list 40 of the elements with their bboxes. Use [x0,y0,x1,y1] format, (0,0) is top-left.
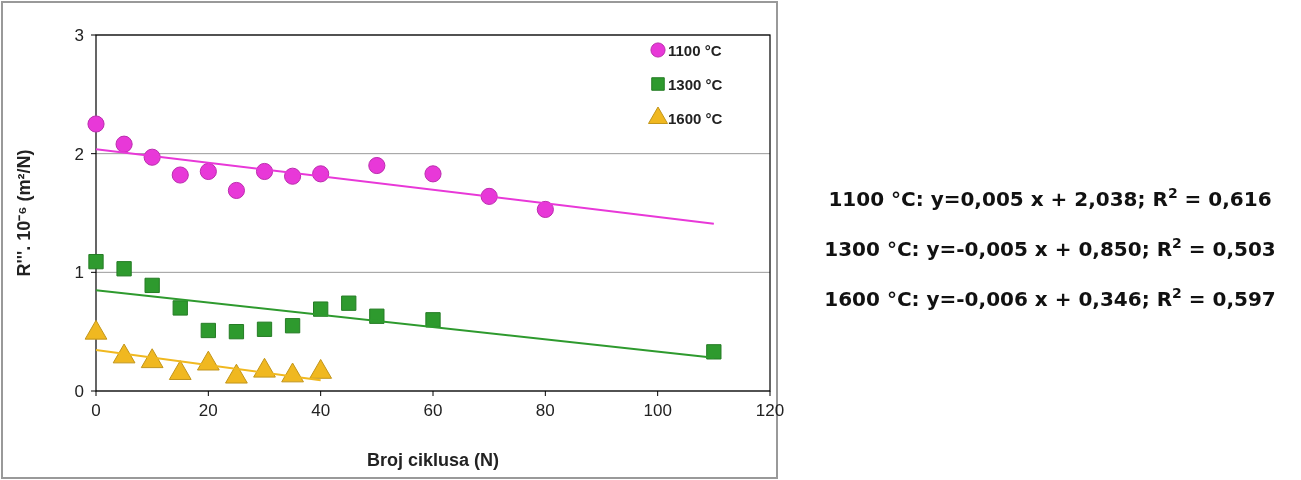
text: 1300 °C: y=-0,005 x + 0,850; R$^{2}$ = 0,503 [824,235,1276,261]
point [313,301,329,317]
x-tick-label: 20 [198,401,218,420]
y-tick-label: 2 [74,144,84,164]
point [116,261,132,277]
x-tick-label: 120 [755,401,785,420]
point [425,312,441,328]
x-tick-label: 80 [535,401,555,420]
text: 1100 °C: y=0,005 x + 2,038; R$^{2}$ = 0,616 [828,185,1272,211]
point [200,322,216,339]
legend-label: 1300 °C [668,76,723,93]
point [199,162,217,181]
point [144,277,160,294]
point [171,166,189,184]
point [706,344,722,360]
legend-label: 1600 °C [668,110,723,127]
x-tick-label: 40 [311,401,331,420]
y-axis-title: R'''. 10⁻⁶ (m²/N) [14,149,34,277]
point [256,321,273,337]
y-tick-label: 0 [74,382,84,401]
legend-label: 1100 °C [668,42,722,59]
point [341,295,357,311]
point [424,165,442,183]
point [227,181,245,200]
point [368,156,386,175]
y-tick-label: 3 [74,26,84,45]
point [228,324,245,340]
x-tick-label: 0 [91,401,101,420]
point [284,318,301,334]
point [369,308,385,324]
point [536,200,554,218]
point [88,254,104,270]
y-tick-label: 1 [74,263,84,283]
point [172,300,188,316]
text: 1600 °C: y=-0,006 x + 0,346; R$^{2}$ = 0,597 [824,285,1276,311]
x-axis-title: Broj ciklusa (N) [366,450,500,470]
point [115,135,133,153]
point [87,115,105,133]
x-tick-label: 100 [643,401,672,420]
x-tick-label: 60 [423,401,443,420]
